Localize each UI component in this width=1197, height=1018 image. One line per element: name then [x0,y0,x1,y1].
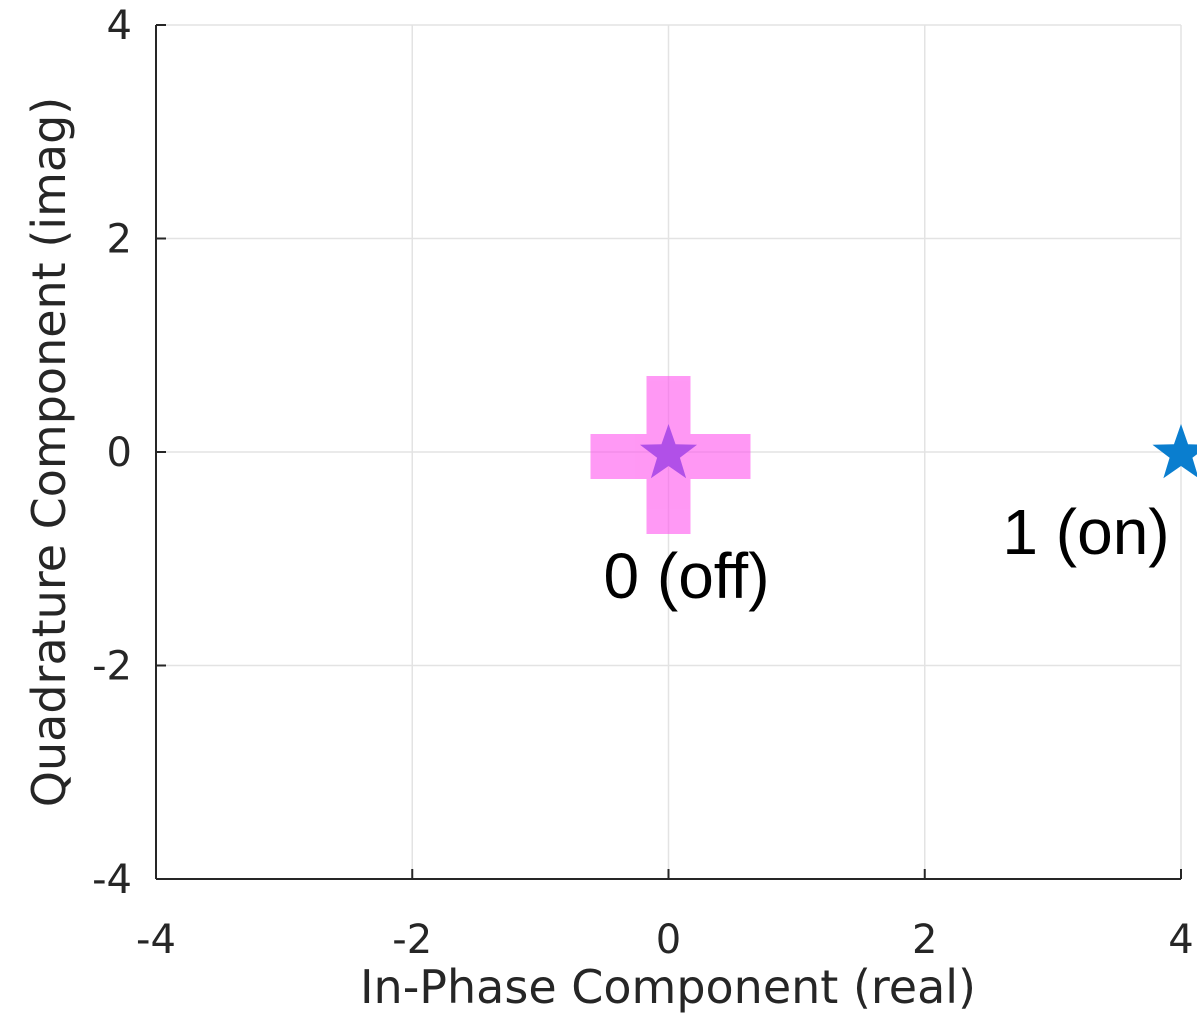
point-labels: 0 (off) 1 (on) [604,496,1170,612]
x-tick-label: 2 [912,917,937,963]
data-point-star [639,424,698,479]
y-tick-label: 4 [107,3,132,49]
point-label: 0 (off) [604,540,770,612]
point-label: 1 (on) [1002,496,1169,568]
y-ticks: -4 -2 0 2 4 [92,3,166,903]
x-axis-label: In-Phase Component (real) [360,960,976,1014]
x-ticks: -4 -2 0 2 4 [136,869,1194,963]
x-tick-label: -2 [392,917,432,963]
y-tick-label: -4 [92,857,132,903]
x-tick-label: -4 [136,917,176,963]
y-tick-label: 0 [107,430,132,476]
data-marks [590,376,1197,534]
y-axis-label: Quadrature Component (imag) [22,97,76,807]
y-tick-label: -2 [92,644,132,690]
y-tick-label: 2 [107,217,132,263]
data-point-star [1152,424,1197,479]
x-tick-label: 0 [656,917,681,963]
x-tick-label: 4 [1168,917,1193,963]
